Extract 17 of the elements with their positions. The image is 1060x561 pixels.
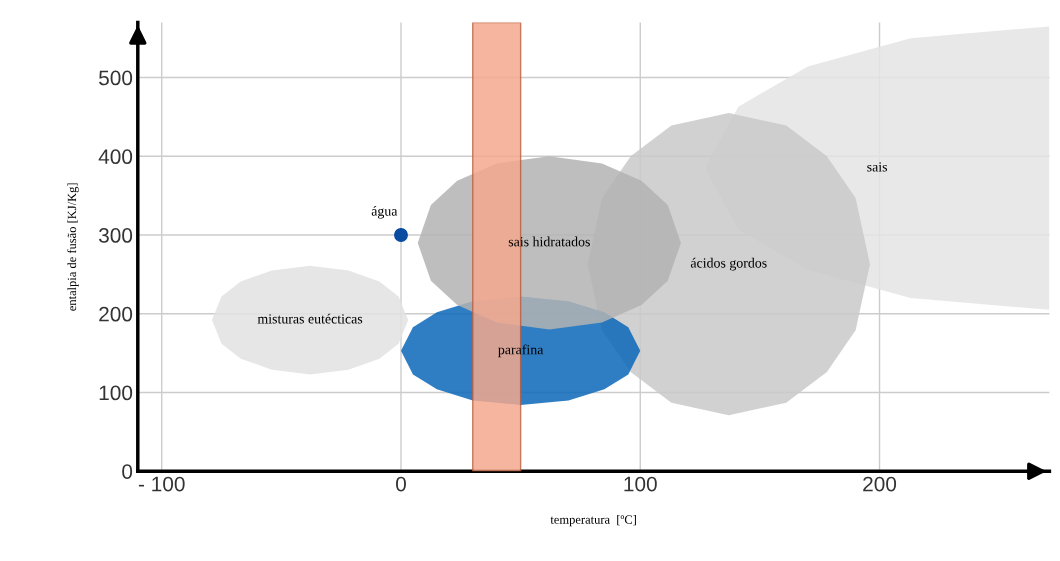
series-label: sais	[867, 162, 888, 172]
y-tick-label: 100	[99, 385, 133, 401]
x-tick-label: 100	[624, 476, 657, 492]
x-tick-label: 200	[863, 476, 897, 492]
y-tick-label: 300	[98, 228, 133, 243]
y-tick-label: 500	[99, 70, 133, 86]
y-tick-label: 400	[98, 149, 133, 165]
series-label: sais hidratados	[508, 236, 590, 247]
y-tick-label: 200	[99, 306, 133, 322]
y-tick-label: 0	[122, 464, 133, 479]
x-tick-label: - 100	[138, 476, 185, 492]
y-axis-title: entalpia de fusão [KJ/Kg]	[67, 183, 79, 311]
x-axis-title: temperatura [ºC]	[550, 514, 636, 527]
x-tick-label: 0	[396, 476, 406, 492]
series-label: ácidos gordos	[690, 257, 767, 271]
series-label: água	[371, 205, 398, 219]
series-label: misturas eutécticas	[257, 313, 363, 324]
